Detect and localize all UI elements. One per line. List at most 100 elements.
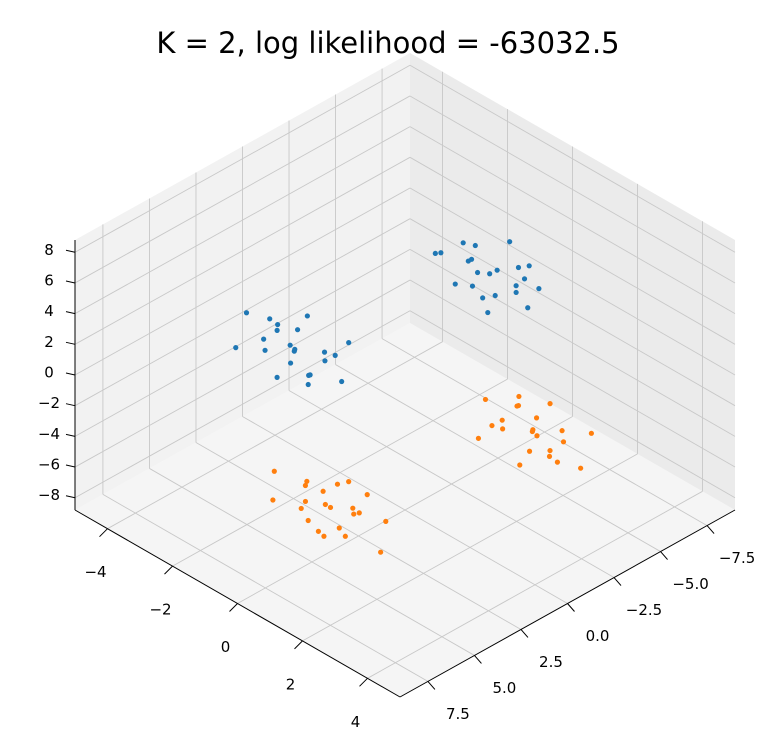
- point: [321, 349, 328, 355]
- point: [321, 533, 327, 539]
- point: [350, 505, 356, 511]
- grid-line: [74, 279, 411, 468]
- x-tick: [706, 525, 715, 534]
- point: [469, 283, 476, 289]
- point: [547, 401, 553, 407]
- point: [302, 498, 309, 505]
- grid-line: [74, 95, 411, 284]
- grid-line: [409, 64, 736, 253]
- point: [298, 505, 304, 512]
- point: [492, 292, 498, 299]
- point: [294, 327, 301, 333]
- point: [322, 358, 328, 364]
- point: [530, 427, 536, 433]
- point: [500, 426, 506, 432]
- point: [291, 348, 297, 354]
- grid-line: [409, 187, 736, 376]
- z-tick: [65, 464, 76, 468]
- z-tick-label: −2: [38, 394, 60, 412]
- point: [521, 276, 528, 282]
- grid-line: [409, 310, 736, 499]
- x-tick-label: −2.5: [626, 601, 662, 619]
- point: [322, 501, 328, 508]
- point: [274, 327, 280, 333]
- point: [378, 549, 384, 555]
- point: [588, 430, 594, 436]
- point: [499, 417, 505, 423]
- point: [302, 482, 309, 489]
- y-tick: [359, 677, 368, 687]
- z-tick-label: −6: [38, 456, 60, 474]
- point: [547, 447, 553, 454]
- point: [475, 435, 482, 441]
- point: [271, 468, 277, 474]
- y-tick: [229, 603, 238, 612]
- point: [494, 267, 500, 273]
- grid-line: [74, 310, 411, 499]
- grid-line: [74, 126, 411, 315]
- z-tick-label: 2: [44, 333, 54, 351]
- point: [332, 352, 338, 358]
- grid-line: [237, 416, 573, 604]
- point: [513, 289, 519, 296]
- x-tick-label: 2.5: [539, 653, 563, 671]
- x-tick-label: −7.5: [719, 549, 755, 567]
- point: [243, 310, 250, 316]
- point: [356, 510, 362, 516]
- x-tick: [613, 577, 622, 586]
- point: [261, 336, 267, 342]
- point: [487, 271, 493, 277]
- point: [534, 433, 540, 439]
- point: [468, 256, 475, 262]
- z-tick-label: 8: [44, 241, 54, 259]
- point: [460, 240, 466, 246]
- point: [320, 488, 326, 494]
- chart-title: K = 2, log likelihood = -63032.5: [156, 26, 619, 60]
- point: [339, 378, 345, 385]
- point: [346, 340, 352, 346]
- point: [482, 396, 489, 403]
- point: [327, 504, 334, 511]
- point: [304, 478, 310, 484]
- point: [485, 309, 491, 316]
- point: [262, 347, 268, 353]
- x-tick: [427, 681, 436, 690]
- grid-line: [74, 218, 411, 407]
- y-tick-label: −4: [84, 563, 106, 581]
- point: [305, 381, 311, 388]
- z-tick-label: 6: [44, 271, 54, 289]
- x-tick-label: −5.0: [672, 575, 708, 593]
- point: [307, 372, 313, 378]
- z-tick: [65, 495, 76, 499]
- grid-line: [409, 279, 736, 468]
- point: [364, 492, 370, 498]
- point: [270, 497, 276, 503]
- z-tick-label: −8: [38, 486, 60, 504]
- point: [480, 295, 486, 301]
- point: [304, 313, 310, 319]
- point: [516, 393, 522, 400]
- grid-line: [409, 95, 736, 284]
- point: [507, 239, 513, 245]
- point: [554, 459, 561, 465]
- point: [233, 345, 239, 351]
- point: [351, 511, 357, 517]
- x-tick-label: 7.5: [446, 705, 470, 723]
- point: [489, 422, 495, 429]
- z-tick: [65, 341, 76, 345]
- point: [452, 281, 458, 287]
- point: [513, 283, 519, 289]
- x-tick: [660, 551, 668, 560]
- point: [287, 342, 293, 348]
- grid-line: [74, 248, 411, 437]
- point: [525, 305, 531, 311]
- point: [342, 533, 348, 539]
- grid-line: [74, 187, 411, 376]
- point: [559, 428, 565, 434]
- point: [315, 528, 322, 534]
- grid-line: [409, 156, 736, 345]
- point: [533, 415, 540, 421]
- y-tick: [294, 640, 303, 650]
- point: [472, 242, 478, 249]
